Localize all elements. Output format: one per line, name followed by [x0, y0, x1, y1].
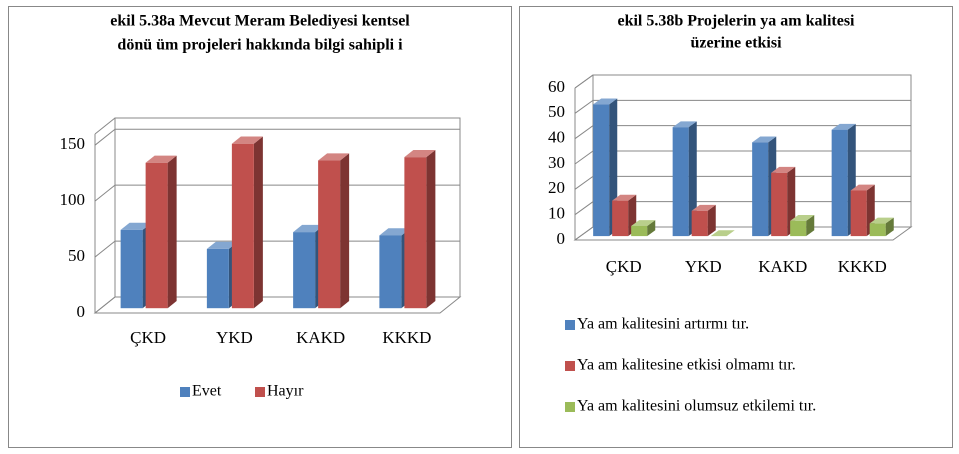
x-tick-label: KAKD — [758, 257, 807, 276]
bar-top — [145, 155, 177, 163]
bar-side — [340, 153, 350, 309]
grid-line — [574, 99, 911, 114]
y-tick-label: 40 — [548, 128, 565, 147]
bar-top — [710, 230, 735, 237]
bar-top — [318, 153, 350, 161]
grid-line — [574, 125, 911, 140]
bar-top — [771, 166, 796, 173]
y-tick-label: 50 — [548, 102, 565, 121]
x-tick-label: KKKD — [382, 328, 431, 347]
bar-side — [885, 217, 894, 237]
legend-swatch — [180, 387, 190, 397]
legend-swatch — [565, 361, 575, 371]
y-tick-label: 60 — [548, 77, 565, 96]
chart-title: ekil 5.38a Mevcut Meram Belediyesi kents… — [110, 13, 410, 30]
bar-side — [426, 149, 436, 309]
grid-line — [574, 201, 911, 216]
y-tick-label: 50 — [68, 246, 85, 265]
grid-line — [574, 175, 911, 190]
bar — [593, 104, 610, 237]
bar — [145, 162, 168, 309]
bar-top — [672, 121, 697, 128]
chart-title: ekil 5.38b Projelerin ya am kalitesi — [617, 13, 855, 30]
bar — [869, 223, 886, 237]
legend-label: Ya am kalitesini artırmı tır. — [577, 316, 749, 333]
bar — [631, 225, 648, 237]
chart-title: dönü üm projeleri hakkında bilgi sahipli… — [117, 37, 403, 54]
bar-top — [379, 228, 411, 236]
grid-line — [574, 150, 911, 165]
x-tick-label: KKKD — [838, 257, 887, 276]
y-tick-label: 10 — [548, 204, 565, 223]
bar — [231, 143, 254, 309]
bar — [752, 142, 769, 237]
bar-top — [404, 149, 436, 158]
bar-side — [806, 215, 815, 237]
side-wall — [94, 117, 116, 313]
bar-top — [231, 136, 263, 144]
bar — [771, 172, 788, 237]
bar-top — [869, 217, 894, 224]
bar — [850, 190, 867, 237]
bar — [318, 160, 341, 309]
bar-top — [293, 224, 325, 233]
legend-swatch — [565, 402, 575, 412]
bar-top — [790, 215, 815, 221]
bar-top — [831, 123, 856, 130]
legend-swatch — [255, 387, 265, 397]
bar-side — [688, 121, 697, 237]
bar — [379, 235, 402, 309]
x-tick-label: KAKD — [296, 328, 345, 347]
bar-side — [167, 155, 177, 309]
bar-side — [253, 136, 263, 309]
bar-top — [752, 136, 777, 143]
legend-label: Hayır — [267, 383, 304, 400]
bar — [120, 229, 143, 309]
bar — [831, 129, 848, 237]
bar — [404, 157, 427, 309]
bar — [612, 200, 629, 237]
x-tick-label: YKD — [216, 328, 253, 347]
x-tick-label: YKD — [685, 257, 722, 276]
y-tick-label: 0 — [557, 229, 566, 248]
bar-top — [612, 194, 637, 201]
y-tick-label: 20 — [548, 178, 565, 197]
legend-label: Ya am kalitesine etkisi olmamı tır. — [577, 357, 796, 374]
x-tick-label: ÇKD — [130, 328, 166, 347]
bar — [206, 248, 229, 309]
bar-top — [631, 220, 656, 226]
bar — [672, 127, 689, 237]
legend-label: Ya am kalitesini olumsuz etkilemi tır. — [577, 398, 816, 415]
y-tick-label: 0 — [77, 302, 86, 321]
legend-swatch — [565, 320, 575, 330]
y-tick-label: 150 — [60, 134, 86, 153]
bar-top — [850, 184, 875, 191]
bar-side — [707, 204, 716, 237]
bar-top — [206, 241, 238, 249]
grid-line — [94, 128, 460, 146]
bar — [691, 210, 708, 237]
y-tick-label: 30 — [548, 153, 565, 172]
x-tick-label: ÇKD — [606, 257, 642, 276]
chart-title: üzerine etkisi — [690, 35, 782, 52]
bar — [790, 220, 807, 237]
bar-side — [647, 220, 656, 237]
bar-top — [593, 98, 618, 105]
bar-top — [120, 222, 152, 230]
legend-label: Evet — [192, 383, 222, 400]
grid-line — [574, 74, 911, 89]
y-tick-label: 100 — [60, 190, 86, 209]
bar — [293, 232, 316, 309]
bar-top — [691, 204, 716, 211]
